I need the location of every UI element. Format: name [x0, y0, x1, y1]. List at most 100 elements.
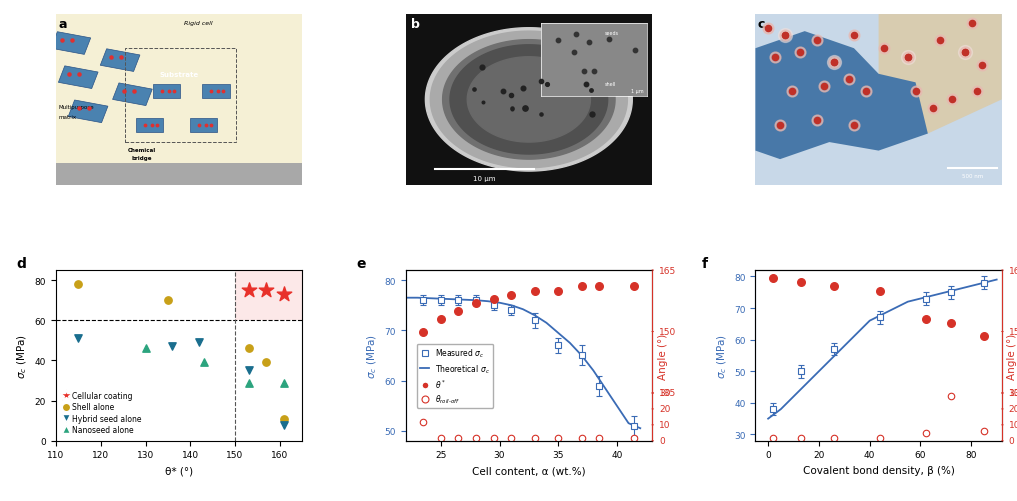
Point [70, 281, 86, 289]
Point [164, 343, 180, 351]
Point [932, 37, 948, 45]
Text: b: b [411, 19, 419, 32]
Point [932, 37, 948, 45]
Point [485, 434, 501, 442]
Text: Substrate: Substrate [160, 72, 198, 78]
Text: Chemical: Chemical [128, 147, 157, 152]
Bar [136, 119, 163, 133]
Point [591, 434, 607, 442]
Text: matrix: matrix [58, 115, 76, 120]
Point [160, 297, 176, 305]
Point [527, 434, 543, 442]
Text: Multipurpose: Multipurpose [58, 105, 94, 110]
Point [772, 122, 788, 130]
Text: 0: 0 [659, 436, 665, 445]
Point [964, 20, 980, 28]
Point [474, 64, 490, 72]
Text: 30: 30 [659, 389, 670, 398]
Point [626, 283, 643, 291]
Point [765, 275, 781, 283]
Point [784, 88, 800, 96]
Point [211, 88, 227, 96]
Point [148, 122, 165, 130]
Point [113, 54, 129, 62]
Point [943, 392, 959, 400]
Point [809, 117, 825, 125]
Point [957, 49, 973, 57]
Bar [56, 163, 302, 185]
Point [64, 37, 80, 45]
X-axis label: Cell content, α (wt.%): Cell content, α (wt.%) [472, 465, 586, 475]
Point [872, 287, 888, 295]
Point [858, 88, 875, 96]
Point [451, 308, 467, 316]
Point [515, 85, 531, 93]
Y-axis label: $\sigma_c$ (MPa): $\sigma_c$ (MPa) [715, 333, 728, 378]
Bar [68, 101, 108, 123]
Point [468, 299, 484, 307]
Text: 20: 20 [1009, 405, 1017, 413]
Point [767, 54, 783, 62]
Point [125, 88, 141, 96]
Point [533, 78, 549, 86]
Point [900, 54, 916, 62]
Point [846, 32, 862, 40]
Polygon shape [756, 32, 928, 160]
Polygon shape [879, 15, 1002, 134]
Bar [154, 85, 180, 99]
Point [826, 59, 842, 67]
Point [817, 83, 833, 91]
Point [258, 359, 275, 367]
Point [433, 316, 450, 324]
Text: e: e [356, 256, 366, 270]
Point [876, 45, 892, 53]
Point [578, 81, 594, 89]
Point [957, 49, 973, 57]
Point [195, 359, 212, 367]
Point [468, 434, 484, 442]
Point [203, 88, 220, 96]
Point [466, 86, 482, 94]
Point [900, 54, 916, 62]
Bar [51, 33, 91, 55]
Point [765, 434, 781, 442]
Point [54, 37, 70, 45]
Point [924, 105, 941, 113]
Point [61, 71, 77, 79]
Point [772, 122, 788, 130]
Text: 500 nm: 500 nm [961, 174, 982, 179]
Point [485, 295, 501, 303]
Point [494, 88, 511, 96]
Point [518, 105, 534, 113]
Point [527, 287, 543, 295]
Point [503, 105, 520, 113]
Point [71, 71, 87, 79]
Point [969, 88, 985, 96]
Point [784, 88, 800, 96]
Point [791, 49, 807, 57]
Point [198, 122, 215, 130]
Text: c: c [758, 19, 765, 32]
Point [103, 54, 119, 62]
Point [976, 427, 993, 435]
Point [626, 434, 643, 442]
Point [917, 429, 934, 437]
Point [846, 32, 862, 40]
Point [539, 81, 555, 89]
Point [907, 88, 923, 96]
Point [760, 25, 776, 33]
Point [154, 88, 170, 96]
Point [945, 96, 961, 104]
Bar [235, 271, 302, 321]
Point [872, 434, 888, 442]
Point [190, 122, 206, 130]
Point [574, 283, 590, 291]
Bar [125, 49, 236, 143]
Point [433, 434, 450, 442]
Polygon shape [430, 32, 627, 168]
Point [809, 37, 825, 45]
Point [591, 283, 607, 291]
Point [858, 88, 875, 96]
Point [503, 106, 520, 114]
Point [917, 316, 934, 324]
